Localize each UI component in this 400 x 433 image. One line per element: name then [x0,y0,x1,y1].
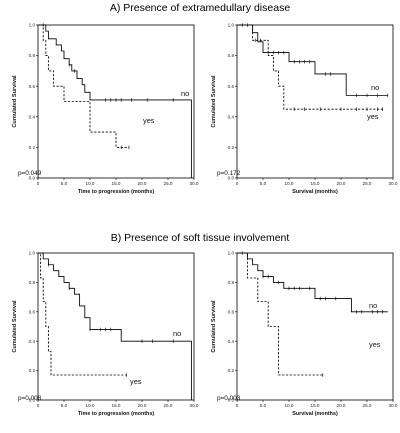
km-curve-no [38,252,192,400]
x-tick-label: 10.0 [86,181,95,186]
x-tick-label: 5.0 [260,403,267,408]
y-axis-label: Cumulated Survival [211,75,217,128]
y-tick-label: 0.4 [228,114,235,119]
km-curve-yes [237,252,323,376]
x-tick-label: 15.0 [311,181,320,186]
x-tick-label: 20.0 [138,181,147,186]
x-tick-label: 15.0 [112,403,121,408]
y-tick-label: 0.8 [29,280,36,285]
y-tick-label: 0.0 [29,398,36,403]
x-tick-label: 25.0 [164,181,173,186]
plot-frame [236,24,394,179]
plot-frame [236,252,394,401]
section-b-title: B) Presence of soft tissue involvement [110,232,290,244]
y-tick-label: 0.8 [228,53,235,58]
p-value-annotation: p=0.172 [217,170,241,177]
y-tick-label: 0.0 [29,176,36,181]
p-value-annotation: p=0.003 [217,395,241,402]
km-curve-no [237,252,388,313]
km-plot-soft-tissue-survival: 0.0 0.2 0.4 0.6 0.8 1.0 0 5.0 10.0 15.0 20.0 25.0 30… [211,251,398,417]
x-tick-label: 0 [37,181,40,186]
x-tick-label: 15.0 [311,403,320,408]
x-tick-label: 30.0 [190,403,199,408]
km-plot-extramedullary-survival: 0.0 0.2 0.4 0.6 0.8 1.0 0 5.0 10.0 15.0 20.0 25.0 30… [211,23,398,195]
x-tick-label: 25.0 [164,403,173,408]
series-label-yes: yes [143,116,155,125]
y-axis-label: Cumulated Survival [12,300,18,353]
y-tick-label: 0.8 [228,280,235,285]
x-axis-label: Survival (months) [292,189,338,195]
x-tick-label: 10.0 [86,403,95,408]
x-tick-label: 5.0 [61,403,68,408]
y-axis-label: Cumulated Survival [211,300,217,353]
y-tick-label: 0.4 [29,339,36,344]
x-tick-label: 0 [236,403,239,408]
km-curve-no [38,24,192,178]
y-tick-label: 1.0 [228,251,235,256]
x-tick-label: 30.0 [190,181,199,186]
km-curve-yes [38,24,129,148]
x-tick-label: 20.0 [337,181,346,186]
y-tick-label: 0.2 [228,368,235,373]
x-tick-label: 15.0 [112,181,121,186]
series-label-yes: yes [369,340,381,349]
x-tick-label: 5.0 [260,181,267,186]
y-tick-label: 0.2 [228,145,235,150]
km-curve-yes [237,24,383,110]
y-tick-label: 0.8 [29,53,36,58]
y-axis-label: Cumulated Survival [12,75,18,128]
y-tick-label: 0.6 [29,84,36,89]
y-tick-label: 0.6 [29,309,36,314]
y-tick-label: 0.2 [29,368,36,373]
x-axis-label: Time to progression (months) [78,411,154,417]
p-value-annotation: p=0.049 [18,170,42,177]
y-tick-label: 0.4 [29,114,36,119]
y-tick-label: 0.6 [228,309,235,314]
series-label-yes: yes [367,112,379,121]
series-label-no: no [173,329,181,338]
p-value-annotation: p=0.008 [18,395,42,402]
series-label-no: no [371,83,379,92]
section-a-title: A) Presence of extramedullary disease [109,2,291,14]
y-tick-label: 1.0 [29,23,36,28]
x-tick-label: 10.0 [285,403,294,408]
x-tick-label: 25.0 [363,403,372,408]
km-plot-extramedullary-ttp: 0.0 0.2 0.4 0.6 0.8 1.0 0 5.0 10.0 15.0 20.0 25.0 30… [12,23,199,195]
x-axis-label: Time to progression (months) [78,189,154,195]
x-tick-label: 25.0 [363,181,372,186]
y-tick-label: 1.0 [228,23,235,28]
y-tick-label: 0.0 [228,398,235,403]
km-curve-yes [38,252,127,376]
series-label-no: no [181,89,189,98]
y-tick-label: 0.0 [228,176,235,181]
x-tick-label: 5.0 [61,181,68,186]
x-axis-label: Survival (months) [292,411,338,417]
x-tick-label: 30.0 [389,181,398,186]
y-tick-label: 0.2 [29,145,36,150]
x-tick-label: 0 [37,403,40,408]
series-label-no: no [369,301,377,310]
series-label-yes: yes [130,377,142,386]
km-curve-no [237,24,388,96]
y-tick-label: 0.6 [228,84,235,89]
x-tick-label: 10.0 [285,181,294,186]
x-tick-label: 20.0 [337,403,346,408]
x-tick-label: 0 [236,181,239,186]
x-tick-label: 20.0 [138,403,147,408]
x-tick-label: 30.0 [389,403,398,408]
y-tick-label: 1.0 [29,251,36,256]
y-tick-label: 0.4 [228,339,235,344]
km-plot-soft-tissue-ttp: 0.0 0.2 0.4 0.6 0.8 1.0 0 5.0 10.0 15.0 20.0 25.0 30… [12,251,199,417]
plot-frame [37,252,195,401]
